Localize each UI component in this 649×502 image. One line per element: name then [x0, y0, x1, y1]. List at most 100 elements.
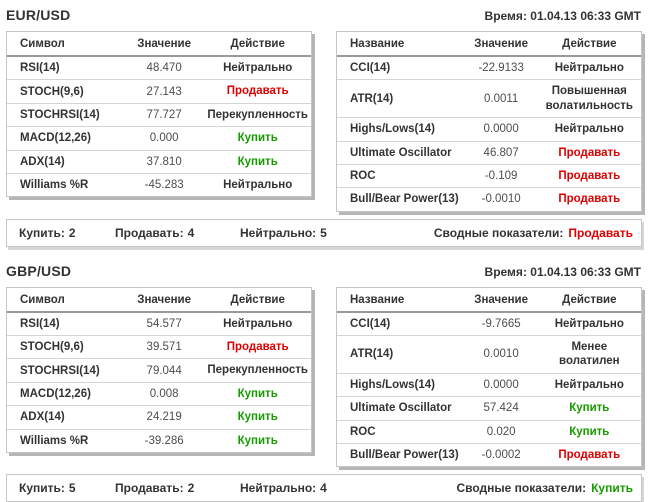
indicator-name: ROC: [337, 420, 465, 444]
header-row: Название Значение Действие: [337, 287, 641, 313]
overall-label: Сводные показатели:: [456, 481, 587, 496]
indicator-name: Highs/Lows(14): [337, 117, 465, 142]
indicator-name: Williams %R: [20, 434, 89, 447]
table-row: ATR(14) 0.0011 Повышенная волатильность: [337, 79, 641, 119]
table-row: ROC -0.109 Продавать: [337, 164, 641, 189]
indicator-value: 37.810: [123, 150, 205, 174]
indicator-action: Купить: [204, 126, 311, 151]
indicator-action: Нейтрально: [537, 56, 641, 81]
indicator-action: Купить: [204, 150, 311, 174]
table-row: Bull/Bear Power(13) -0.0002 Продавать: [337, 443, 641, 466]
indicators-table: Название Значение Действие CCI(14) -22.9…: [337, 32, 641, 211]
indicator-action: Нейтрально: [537, 117, 641, 142]
oscillators-panel: Символ Значение Действие RSI(14) 48.470 …: [6, 31, 312, 198]
indicators-table: Символ Значение Действие RSI(14) 48.470 …: [7, 32, 311, 196]
indicator-name: Highs/Lows(14): [337, 373, 465, 398]
indicator-action: Купить: [237, 434, 278, 447]
indicator-name: Ultimate Oscillator: [337, 141, 465, 165]
table-row: Williams %R -39.286 Купить: [7, 429, 311, 452]
sell-count: Продавать: 2: [115, 481, 195, 496]
indicator-name: Bull/Bear Power(13): [350, 449, 459, 462]
column-header-action: Действие: [204, 287, 311, 313]
summary-bar: Купить: 2 Продавать: 4 Нейтрально: 5 Сводны…: [6, 218, 642, 247]
table-row: RSI(14) 48.470 Нейтрально: [7, 56, 311, 81]
indicator-value: 46.807: [464, 141, 538, 165]
indicator-name: RSI(14): [7, 56, 124, 81]
table-row: MACD(12,26) 0.008 Купить: [7, 382, 311, 407]
column-header-action: Действие: [537, 287, 641, 313]
column-header-name: Название: [337, 32, 465, 57]
table-row: Bull/Bear Power(13) -0.0010 Продавать: [337, 188, 641, 211]
indicator-name: RSI(14): [7, 311, 124, 336]
indicator-name: MACD(12,26): [7, 382, 124, 407]
column-header-name: Название: [337, 287, 465, 313]
indicator-action: Купить: [537, 396, 641, 421]
table-row: ADX(14) 24.219 Купить: [7, 405, 311, 430]
indicator-action: Продавать: [537, 141, 641, 165]
table-row: Highs/Lows(14) 0.0000 Нейтрально: [337, 117, 641, 142]
indicator-value: 0.020: [464, 420, 538, 444]
table-row: ATR(14) 0.0010 Менее волатилен: [337, 335, 641, 374]
indicator-action: Перекупленность: [204, 358, 311, 383]
indicator-action: Нейтрально: [204, 311, 311, 336]
other-indicators-panel: Название Значение Действие CCI(14) -9.76…: [336, 286, 642, 468]
section-gbp-usd: GBP/USD Время: 01.04.13 06:33 GMT Символ…: [6, 261, 642, 502]
indicators-table: Название Значение Действие CCI(14) -9.76…: [337, 287, 641, 467]
indicator-value: 0.0010: [464, 335, 538, 374]
column-header-value: Значение: [464, 287, 538, 313]
indicator-action: Продавать: [204, 79, 311, 104]
buy-count: Купить: 5: [19, 481, 76, 496]
table-row: STOCHRSI(14) 77.727 Перекупленность: [7, 103, 311, 128]
column-header-action: Действие: [204, 32, 311, 57]
indicator-name: STOCH(9,6): [7, 79, 124, 104]
section-header: GBP/USD Время: 01.04.13 06:33 GMT: [6, 261, 642, 279]
indicator-value: 0.0000: [464, 117, 538, 142]
summary-overall: Сводные показатели: Купить: [457, 481, 634, 495]
indicator-action: Повышенная волатильность: [537, 79, 641, 119]
indicator-name: Bull/Bear Power(13): [350, 193, 459, 206]
oscillators-panel: Символ Значение Действие RSI(14) 54.577 …: [6, 286, 312, 453]
indicator-action: Купить: [204, 405, 311, 430]
indicator-name: ATR(14): [337, 335, 465, 374]
column-header-value: Значение: [123, 287, 205, 313]
indicator-value: -39.286: [144, 434, 184, 447]
header-row: Символ Значение Действие: [7, 287, 311, 313]
indicator-name: ATR(14): [337, 79, 465, 119]
header-row: Символ Значение Действие: [7, 32, 311, 57]
pair-title: EUR/USD: [6, 7, 71, 23]
indicator-action: Нейтрально: [204, 56, 311, 81]
section-header: EUR/USD Время: 01.04.13 06:33 GMT: [6, 5, 642, 23]
table-row: CCI(14) -9.7665 Нейтрально: [337, 311, 641, 336]
indicator-value: 79.044: [123, 358, 205, 383]
indicator-name: Ultimate Oscillator: [337, 396, 465, 421]
sell-count: Продавать: 4: [115, 225, 195, 240]
indicator-value: -9.7665: [464, 311, 538, 336]
table-row: MACD(12,26) 0.000 Купить: [7, 126, 311, 151]
indicator-value: 24.219: [123, 405, 205, 430]
summary-bar: Купить: 5 Продавать: 2 Нейтрально: 4 Сводны…: [6, 474, 642, 502]
indicator-value: 39.571: [123, 335, 205, 360]
indicator-action: Продавать: [204, 335, 311, 360]
indicator-action: Купить: [537, 420, 641, 444]
indicator-value: -0.109: [464, 164, 538, 189]
column-header-symbol: Символ: [7, 32, 124, 57]
table-row: Ultimate Oscillator 57.424 Купить: [337, 396, 641, 421]
indicator-value: 0.008: [123, 382, 205, 407]
indicator-action: Перекупленность: [204, 103, 311, 128]
column-header-action: Действие: [537, 32, 641, 57]
indicator-action: Продавать: [558, 448, 621, 461]
timestamp: Время: 01.04.13 06:33 GMT: [484, 9, 641, 23]
indicator-name: ROC: [337, 164, 465, 189]
table-row: STOCH(9,6) 39.571 Продавать: [7, 335, 311, 360]
indicators-table: Символ Значение Действие RSI(14) 54.577 …: [7, 287, 311, 452]
table-row: ROC 0.020 Купить: [337, 420, 641, 444]
indicator-action: Продавать: [558, 193, 621, 206]
table-row: RSI(14) 54.577 Нейтрально: [7, 311, 311, 336]
neutral-count: Нейтрально: 5: [240, 225, 327, 240]
indicator-value: 54.577: [123, 311, 205, 336]
tables-row: Символ Значение Действие RSI(14) 54.577 …: [6, 286, 642, 468]
table-row: Highs/Lows(14) 0.0000 Нейтрально: [337, 373, 641, 398]
column-header-symbol: Символ: [7, 287, 124, 313]
table-row: CCI(14) -22.9133 Нейтрально: [337, 56, 641, 81]
